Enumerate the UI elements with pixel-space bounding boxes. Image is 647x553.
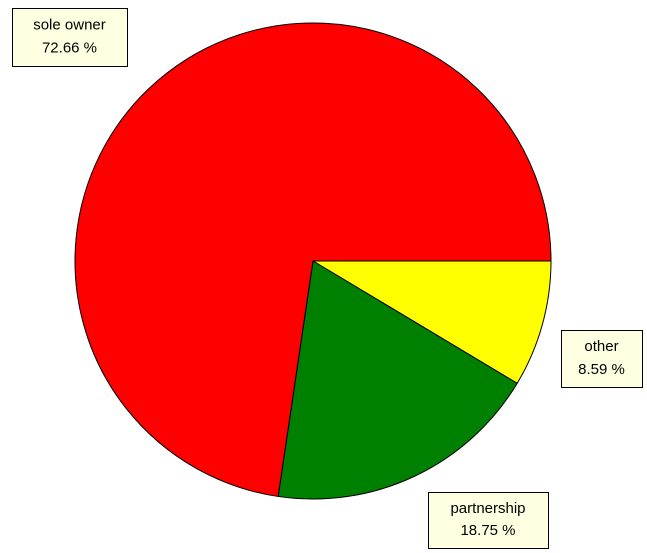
slice-label: partnership [450,500,525,517]
pie-slice [74,22,552,498]
slice-label: sole owner [33,16,106,33]
label-box [12,8,128,67]
slice-value: 72.66 % [42,40,97,57]
slice-label: other [584,338,618,355]
slice-value: 8.59 % [578,361,625,378]
pie-slice [311,260,552,384]
pie-slice [277,260,518,500]
label-box [561,330,643,388]
label-box [428,492,549,549]
slice-value: 18.75 % [460,522,515,539]
